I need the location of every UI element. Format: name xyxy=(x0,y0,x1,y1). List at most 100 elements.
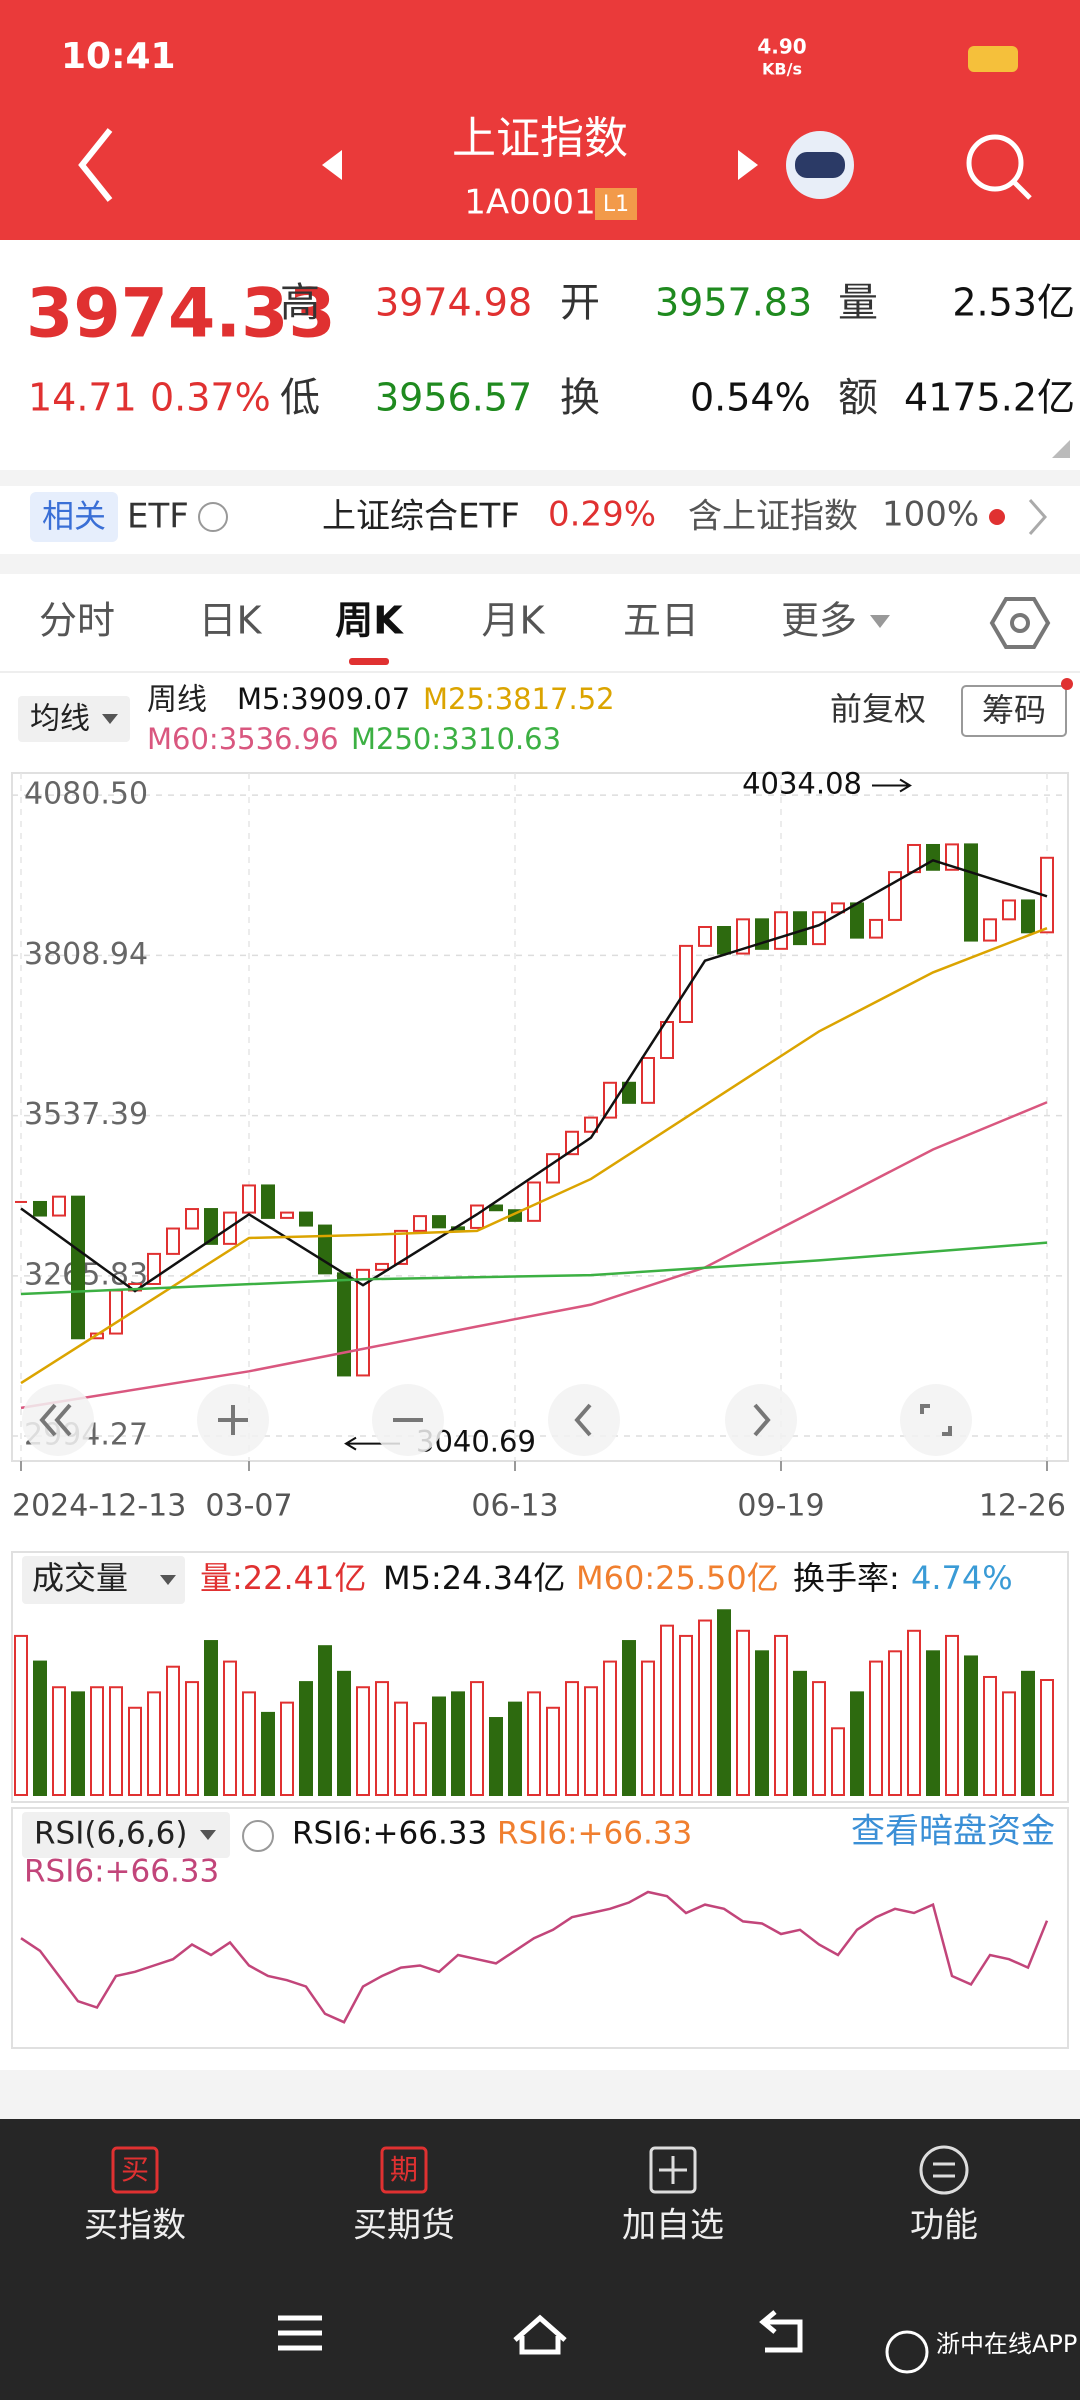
chips-button[interactable]: 筹码 xyxy=(982,691,1046,729)
candle xyxy=(679,944,693,1024)
volume-bar xyxy=(261,1711,275,1797)
panel-title[interactable]: 成交量 xyxy=(32,1559,128,1597)
volume-bar xyxy=(14,1634,28,1796)
candle xyxy=(983,918,997,942)
field-value: 2.53亿 xyxy=(952,281,1075,325)
settings-button[interactable] xyxy=(989,597,1051,649)
nav-label[interactable]: 加自选 xyxy=(622,2206,724,2246)
volume-bar xyxy=(945,1634,959,1796)
assistant-face xyxy=(795,152,845,178)
prev-stock[interactable] xyxy=(322,150,342,180)
dropdown-arrow xyxy=(200,1830,216,1840)
back-button[interactable] xyxy=(78,128,113,202)
field-label: 额 xyxy=(838,375,878,421)
volume-bar xyxy=(831,1727,845,1796)
y-tick-label: 4080.50 xyxy=(24,777,148,812)
nav-label[interactable]: 功能 xyxy=(910,2206,978,2246)
tab[interactable]: 日K xyxy=(199,599,263,643)
scroll-right[interactable] xyxy=(725,1384,797,1456)
level-badge xyxy=(595,188,637,220)
candle xyxy=(52,1195,66,1217)
volume-bar xyxy=(128,1706,142,1797)
volume-bar xyxy=(318,1645,332,1796)
nav-icon xyxy=(649,2146,697,2194)
tab[interactable]: 分时 xyxy=(39,599,115,643)
y-tick-label: 3808.94 xyxy=(24,937,148,972)
tab[interactable]: 五日 xyxy=(623,599,699,643)
candle xyxy=(337,1272,351,1377)
candle xyxy=(622,1081,636,1104)
annotation: 4034.08 xyxy=(742,767,862,801)
field-value: 3956.57 xyxy=(375,376,532,420)
stock-code: 1A0001 xyxy=(464,183,595,223)
candle xyxy=(318,1224,332,1275)
volume-frame xyxy=(11,1551,1069,1803)
ma-selector-bg[interactable] xyxy=(18,696,130,742)
chips-button-bg[interactable] xyxy=(961,685,1067,737)
help-icon[interactable] xyxy=(242,1820,274,1852)
dot xyxy=(1061,678,1073,690)
tab[interactable]: 更多 xyxy=(781,599,857,643)
back-nav-button[interactable] xyxy=(759,2310,803,2353)
field-label: 量 xyxy=(838,280,878,326)
ma-line xyxy=(20,927,1048,1385)
candle xyxy=(831,902,845,914)
volume-bar xyxy=(698,1619,712,1797)
field-value: 0.54% xyxy=(690,376,811,420)
candle xyxy=(964,843,978,942)
volume-bar xyxy=(774,1634,788,1796)
rsi-frame xyxy=(11,1807,1069,2049)
tab[interactable]: 月K xyxy=(482,599,546,643)
legend-entry: 换手率: xyxy=(793,1559,900,1597)
panel-title[interactable]: RSI(6,6,6) xyxy=(34,1816,187,1852)
charts: 4080.503808.943537.393265.832994.272024-… xyxy=(12,767,1068,2024)
candle xyxy=(71,1195,85,1340)
next-stock[interactable] xyxy=(738,150,758,180)
rsi-line xyxy=(20,1890,1049,2024)
holding-label: 含上证指数 xyxy=(688,497,858,537)
volume-bar xyxy=(356,1686,370,1796)
candle xyxy=(413,1215,427,1232)
x-tick-label: 03-07 xyxy=(205,1489,292,1524)
candle xyxy=(793,911,807,946)
nav-label[interactable]: 买指数 xyxy=(84,2206,186,2246)
volume-bar xyxy=(413,1722,427,1796)
volume-bar xyxy=(71,1691,85,1796)
net-speed: 4.90 xyxy=(757,35,806,59)
candle xyxy=(850,902,864,939)
scroll-left[interactable] xyxy=(548,1384,620,1456)
menu-button[interactable] xyxy=(278,2315,322,2351)
page-title: 上证指数 xyxy=(452,113,628,164)
field-label: 开 xyxy=(560,280,600,326)
candle xyxy=(109,1289,123,1335)
volume-bar xyxy=(299,1681,313,1796)
ma-selector[interactable]: 均线 xyxy=(30,702,90,737)
volume-bar xyxy=(736,1629,750,1796)
more-arrow[interactable] xyxy=(1028,499,1048,535)
candle xyxy=(1002,899,1016,921)
candle xyxy=(242,1184,256,1214)
tab[interactable]: 周K xyxy=(335,599,404,643)
home-button[interactable] xyxy=(513,2314,567,2355)
x-tick-label: 2024-12-13 xyxy=(12,1489,186,1524)
adjust-button[interactable]: 前复权 xyxy=(830,690,926,728)
volume-bar xyxy=(546,1706,560,1797)
dropdown-arrow xyxy=(160,1575,176,1585)
candle xyxy=(546,1153,560,1184)
link[interactable]: 查看暗盘资金 xyxy=(851,1812,1055,1852)
volume-bar xyxy=(451,1691,465,1796)
help-icon[interactable] xyxy=(198,502,228,532)
candle xyxy=(926,843,940,871)
rsi-selector-bg[interactable] xyxy=(22,1812,230,1858)
expand-corner[interactable] xyxy=(1052,440,1070,458)
nav-label[interactable]: 买期货 xyxy=(353,2206,455,2246)
fullscreen[interactable] xyxy=(900,1384,972,1456)
search-button[interactable] xyxy=(966,134,1024,192)
volume-bar xyxy=(660,1624,674,1796)
etf-fund[interactable]: 上证综合ETF xyxy=(322,497,520,537)
volume-bar xyxy=(565,1681,579,1796)
volume-selector-bg[interactable] xyxy=(22,1556,185,1604)
indicator-label: RSI6:+66.33 xyxy=(292,1816,487,1852)
